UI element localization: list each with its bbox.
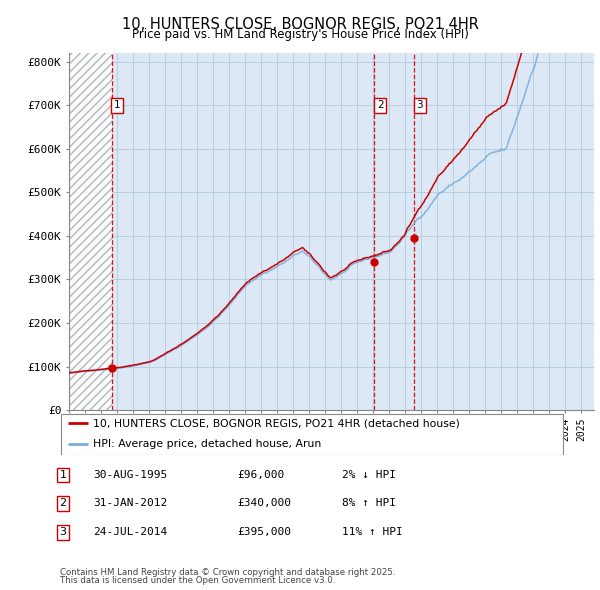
Text: 1: 1 (114, 100, 121, 110)
Text: 10, HUNTERS CLOSE, BOGNOR REGIS, PO21 4HR: 10, HUNTERS CLOSE, BOGNOR REGIS, PO21 4H… (122, 17, 478, 31)
Text: £96,000: £96,000 (237, 470, 284, 480)
Text: 31-JAN-2012: 31-JAN-2012 (93, 499, 167, 508)
Text: 2: 2 (377, 100, 383, 110)
Text: £395,000: £395,000 (237, 527, 291, 537)
Text: 3: 3 (59, 527, 67, 537)
Text: 10, HUNTERS CLOSE, BOGNOR REGIS, PO21 4HR (detached house): 10, HUNTERS CLOSE, BOGNOR REGIS, PO21 4H… (93, 418, 460, 428)
Text: 11% ↑ HPI: 11% ↑ HPI (342, 527, 403, 537)
Text: 1: 1 (59, 470, 67, 480)
Text: 24-JUL-2014: 24-JUL-2014 (93, 527, 167, 537)
Text: Contains HM Land Registry data © Crown copyright and database right 2025.: Contains HM Land Registry data © Crown c… (60, 568, 395, 577)
FancyBboxPatch shape (61, 414, 563, 455)
Bar (69, 53, 112, 410)
Text: 2% ↓ HPI: 2% ↓ HPI (342, 470, 396, 480)
Text: HPI: Average price, detached house, Arun: HPI: Average price, detached house, Arun (93, 438, 321, 448)
Text: 8% ↑ HPI: 8% ↑ HPI (342, 499, 396, 508)
Text: This data is licensed under the Open Government Licence v3.0.: This data is licensed under the Open Gov… (60, 576, 335, 585)
Text: £340,000: £340,000 (237, 499, 291, 508)
Text: 30-AUG-1995: 30-AUG-1995 (93, 470, 167, 480)
Text: 3: 3 (416, 100, 423, 110)
Text: 2: 2 (59, 499, 67, 508)
Text: Price paid vs. HM Land Registry's House Price Index (HPI): Price paid vs. HM Land Registry's House … (131, 28, 469, 41)
